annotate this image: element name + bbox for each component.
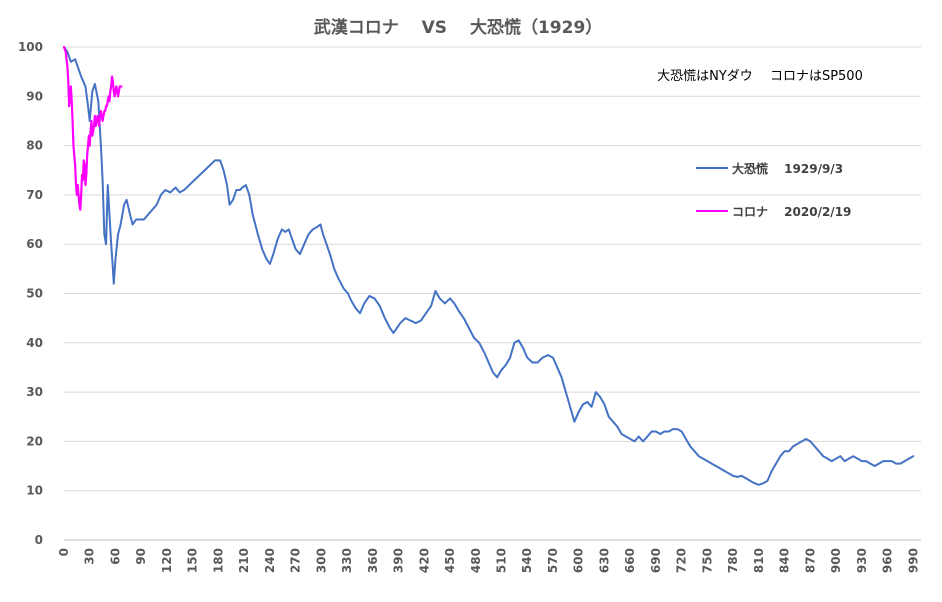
- x-tick-label: 840: [778, 548, 792, 573]
- x-tick-label: 810: [752, 548, 766, 573]
- y-axis-tick-labels: 0 10 20 30 40 50 60 70 80 90 100: [18, 40, 43, 547]
- y-tick-label: 30: [26, 385, 43, 399]
- x-tick-label: 180: [211, 548, 225, 573]
- x-axis-tick-labels: 0 30 60 90 120 150 180 210 240 270 300 330 360 390 420…: [57, 548, 920, 573]
- x-tick-label: 540: [520, 548, 534, 573]
- x-tick-label: 420: [417, 548, 431, 573]
- x-tick-label: 60: [108, 548, 122, 565]
- x-tick-label: 450: [443, 548, 457, 573]
- y-tick-label: 100: [18, 40, 43, 54]
- y-tick-label: 40: [26, 336, 43, 350]
- legend-label: コロナ 2020/2/19: [732, 205, 851, 219]
- x-tick-label: 150: [186, 548, 200, 573]
- x-tick-label: 30: [83, 548, 97, 565]
- y-tick-label: 70: [26, 188, 43, 202]
- x-tick-label: 600: [572, 548, 586, 573]
- y-tick-label: 20: [26, 434, 43, 448]
- legend-label: 大恐慌 1929/9/3: [732, 161, 843, 176]
- series-line-great-depression: [63, 46, 915, 486]
- chart-title: 武漢コロナ VS 大恐慌（1929）: [314, 17, 603, 38]
- x-tick-label: 780: [726, 548, 740, 573]
- y-tick-label: 50: [26, 287, 43, 301]
- x-tick-label: 660: [623, 548, 637, 573]
- x-tick-label: 0: [57, 548, 71, 556]
- x-tick-label: 240: [263, 548, 277, 573]
- y-tick-label: 80: [26, 139, 43, 153]
- series-line-corona: [62, 45, 123, 211]
- x-tick-label: 510: [495, 548, 509, 573]
- x-tick-label: 90: [134, 548, 148, 565]
- x-tick-label: 300: [314, 548, 328, 573]
- x-tick-label: 570: [546, 548, 560, 573]
- x-tick-label: 120: [160, 548, 174, 573]
- x-tick-label: 720: [675, 548, 689, 573]
- x-tick-label: 960: [881, 548, 895, 573]
- x-tick-label: 630: [597, 548, 611, 573]
- x-tick-label: 480: [469, 548, 483, 573]
- gridlines: [64, 46, 921, 541]
- legend: 大恐慌 1929/9/3 コロナ 2020/2/19: [696, 161, 851, 219]
- x-tick-label: 990: [906, 548, 920, 573]
- y-tick-label: 60: [26, 237, 43, 251]
- y-tick-label: 0: [35, 533, 43, 547]
- x-tick-label: 750: [700, 548, 714, 573]
- x-tick-label: 330: [340, 548, 354, 573]
- x-tick-label: 390: [392, 548, 406, 573]
- x-tick-label: 210: [237, 548, 251, 573]
- x-tick-label: 900: [829, 548, 843, 573]
- x-tick-label: 930: [855, 548, 869, 573]
- y-tick-label: 10: [26, 484, 43, 498]
- x-tick-label: 690: [649, 548, 663, 573]
- y-tick-label: 90: [26, 89, 43, 103]
- x-tick-label: 270: [289, 548, 303, 573]
- x-tick-label: 360: [366, 548, 380, 573]
- x-tick-label: 870: [803, 548, 817, 573]
- series-layer: [62, 45, 915, 486]
- source-annotation: 大恐慌はNYダウ コロナはSP500: [657, 69, 863, 84]
